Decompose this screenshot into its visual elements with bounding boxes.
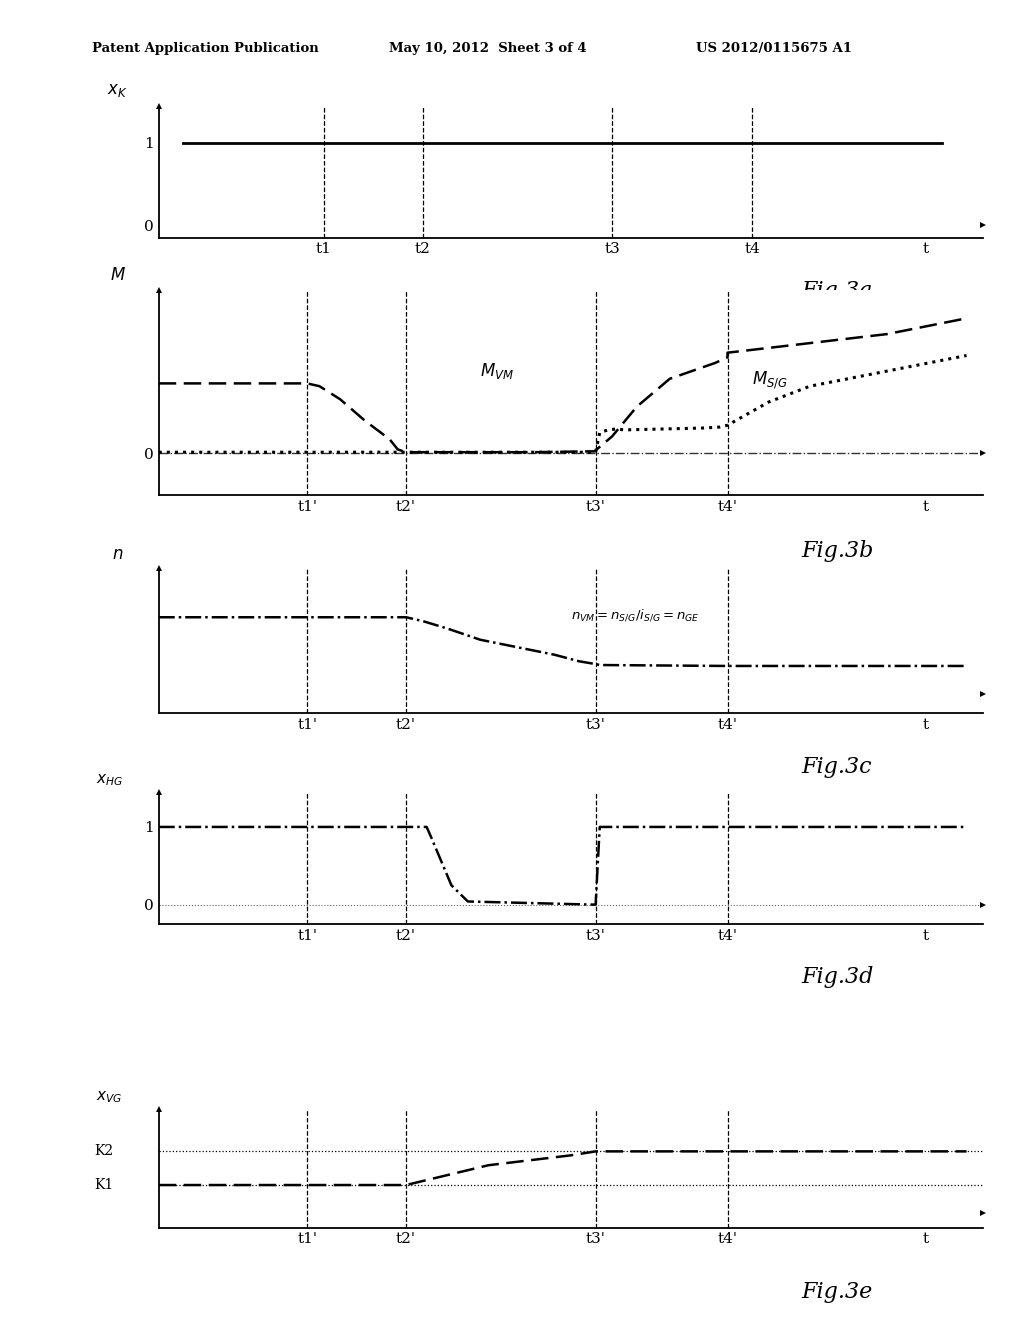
Text: Fig.3b: Fig.3b bbox=[802, 540, 874, 562]
Text: Fig.3d: Fig.3d bbox=[802, 966, 874, 989]
Text: $M_{S/G}$: $M_{S/G}$ bbox=[753, 370, 788, 391]
Text: $M_{VM}$: $M_{VM}$ bbox=[480, 362, 514, 381]
Y-axis label: $M$: $M$ bbox=[110, 267, 126, 284]
Text: $n_{VM} = n_{S/G} / i_{S/G} = n_{GE}$: $n_{VM} = n_{S/G} / i_{S/G} = n_{GE}$ bbox=[571, 607, 699, 623]
Y-axis label: $n$: $n$ bbox=[112, 545, 123, 564]
Text: May 10, 2012  Sheet 3 of 4: May 10, 2012 Sheet 3 of 4 bbox=[389, 42, 587, 55]
Text: K1: K1 bbox=[94, 1177, 114, 1192]
Y-axis label: $x_{VG}$: $x_{VG}$ bbox=[96, 1089, 123, 1105]
Text: Patent Application Publication: Patent Application Publication bbox=[92, 42, 318, 55]
Y-axis label: $x_{HG}$: $x_{HG}$ bbox=[95, 772, 123, 788]
Y-axis label: $x_K$: $x_K$ bbox=[108, 81, 128, 99]
Text: K2: K2 bbox=[94, 1144, 114, 1159]
Text: Fig.3e: Fig.3e bbox=[802, 1280, 872, 1303]
Text: Fig.3a: Fig.3a bbox=[802, 280, 873, 302]
Text: Fig.3c: Fig.3c bbox=[802, 756, 872, 779]
Text: US 2012/0115675 A1: US 2012/0115675 A1 bbox=[696, 42, 852, 55]
